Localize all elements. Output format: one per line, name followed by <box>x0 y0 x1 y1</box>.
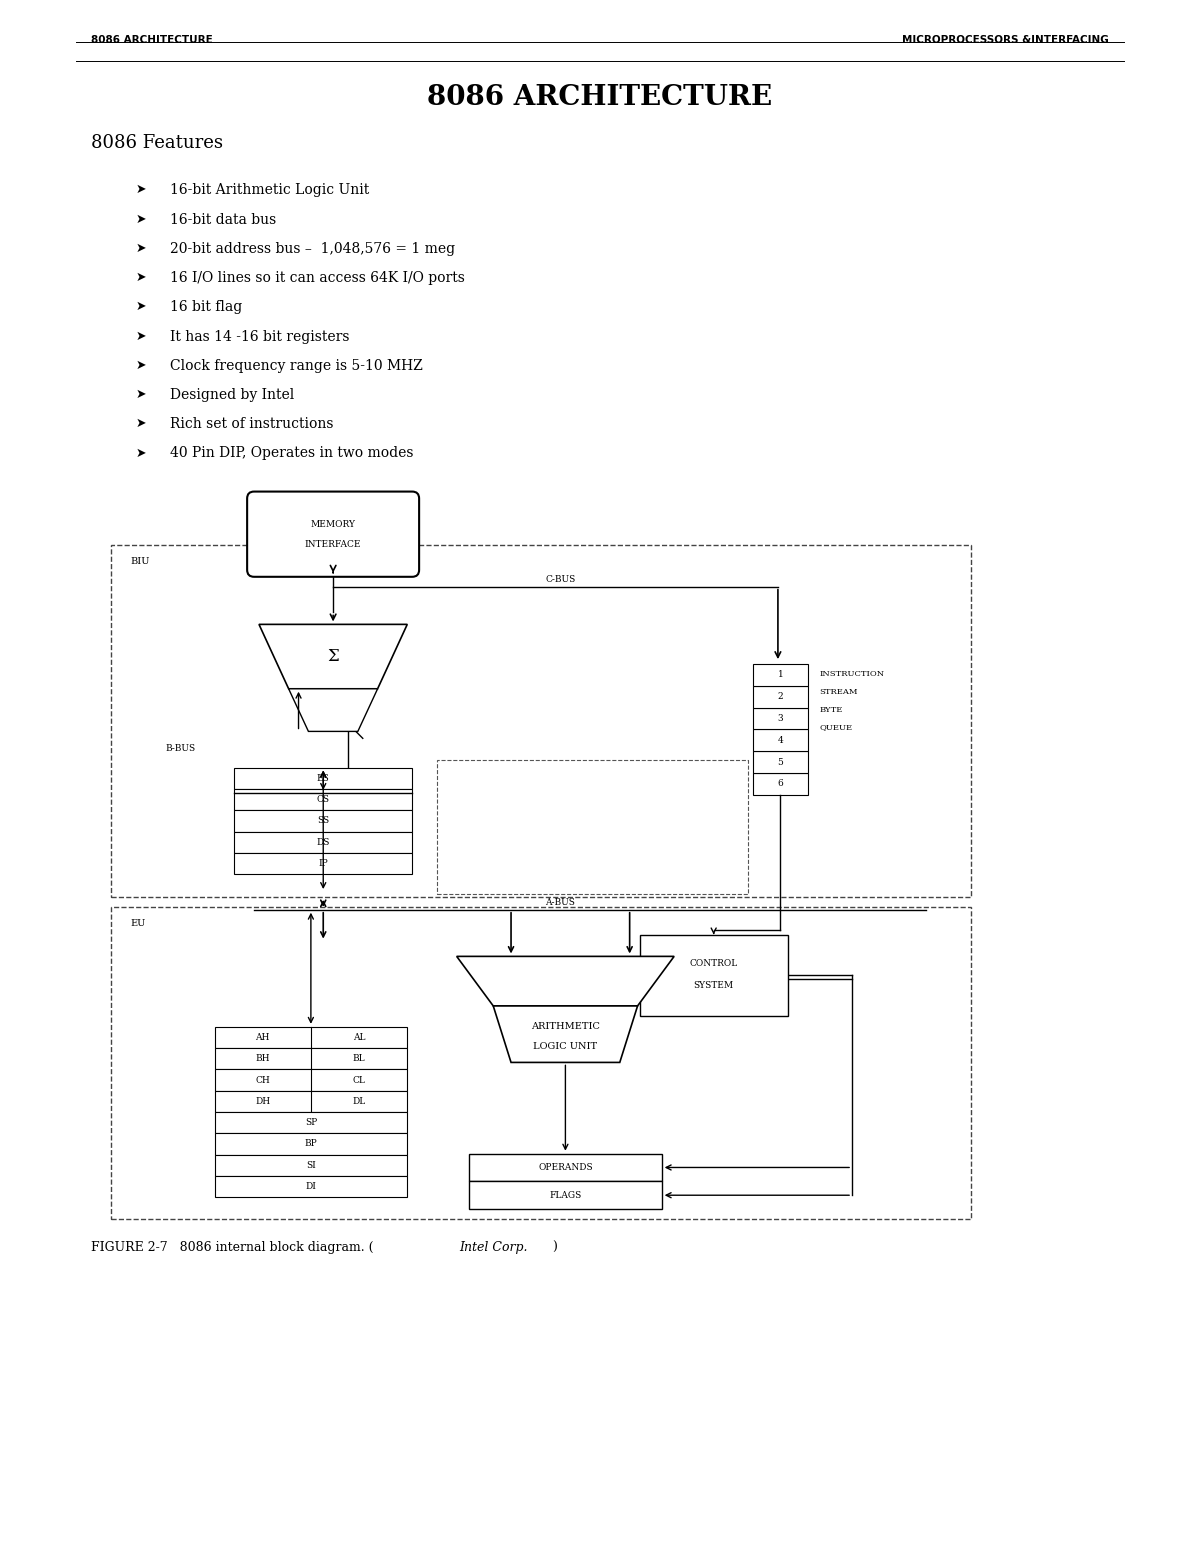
Text: ➤: ➤ <box>136 242 146 255</box>
Text: IP: IP <box>318 859 328 868</box>
Text: 3: 3 <box>778 714 784 724</box>
Text: BP: BP <box>305 1140 317 1148</box>
Bar <box>215 1112 407 1134</box>
Polygon shape <box>289 690 378 731</box>
Bar <box>215 1027 407 1048</box>
Polygon shape <box>259 624 407 690</box>
Text: 16-bit Arithmetic Logic Unit: 16-bit Arithmetic Logic Unit <box>170 183 370 197</box>
Text: 20-bit address bus –  1,048,576 = 1 meg: 20-bit address bus – 1,048,576 = 1 meg <box>170 242 455 256</box>
Text: 8086 ARCHITECTURE: 8086 ARCHITECTURE <box>91 34 212 45</box>
Text: ➤: ➤ <box>136 183 146 196</box>
Bar <box>754 686 808 708</box>
Text: ➤: ➤ <box>136 446 146 460</box>
Text: C-BUS: C-BUS <box>545 575 576 584</box>
Text: BL: BL <box>353 1054 365 1064</box>
Text: 1: 1 <box>778 671 784 679</box>
Text: CH: CH <box>256 1076 270 1084</box>
Bar <box>754 665 808 686</box>
Bar <box>215 1048 407 1070</box>
Text: 5: 5 <box>778 758 784 767</box>
Text: DH: DH <box>256 1096 270 1106</box>
Text: OPERANDS: OPERANDS <box>538 1163 593 1173</box>
Text: DS: DS <box>317 837 330 846</box>
Bar <box>215 1090 407 1112</box>
FancyBboxPatch shape <box>247 492 419 576</box>
Text: B-BUS: B-BUS <box>166 744 196 753</box>
Text: BH: BH <box>256 1054 270 1064</box>
Text: ➤: ➤ <box>136 388 146 401</box>
Bar <box>234 811 412 831</box>
Text: CONTROL: CONTROL <box>690 958 738 968</box>
Text: Σ: Σ <box>328 648 338 665</box>
Bar <box>754 708 808 730</box>
Text: ➤: ➤ <box>136 329 146 343</box>
Bar <box>234 853 412 874</box>
Text: INTERFACE: INTERFACE <box>305 539 361 548</box>
Text: ➤: ➤ <box>136 418 146 430</box>
Text: SS: SS <box>317 817 329 825</box>
Text: SYSTEM: SYSTEM <box>694 980 733 989</box>
Text: Designed by Intel: Designed by Intel <box>170 388 294 402</box>
Text: Clock frequency range is 5-10 MHZ: Clock frequency range is 5-10 MHZ <box>170 359 422 373</box>
Text: ➤: ➤ <box>136 300 146 314</box>
Text: CS: CS <box>317 795 330 804</box>
Text: DL: DL <box>353 1096 366 1106</box>
Text: A-BUS: A-BUS <box>546 898 576 907</box>
Text: QUEUE: QUEUE <box>820 724 852 731</box>
Bar <box>215 1176 407 1197</box>
Text: SP: SP <box>305 1118 317 1127</box>
Text: 16-bit data bus: 16-bit data bus <box>170 213 276 227</box>
Bar <box>437 759 749 895</box>
Text: 16 I/O lines so it can access 64K I/O ports: 16 I/O lines so it can access 64K I/O po… <box>170 272 464 286</box>
Bar <box>215 1070 407 1090</box>
Text: ➤: ➤ <box>136 272 146 284</box>
Text: Rich set of instructions: Rich set of instructions <box>170 418 334 432</box>
Text: 2: 2 <box>778 693 784 702</box>
Bar <box>110 545 971 898</box>
Text: INSTRUCTION: INSTRUCTION <box>820 669 884 679</box>
Text: AH: AH <box>256 1033 270 1042</box>
Bar <box>754 730 808 752</box>
Bar <box>110 907 971 1219</box>
Text: SI: SI <box>306 1160 316 1169</box>
Text: STREAM: STREAM <box>820 688 858 696</box>
Bar <box>234 831 412 853</box>
Text: FLAGS: FLAGS <box>550 1191 582 1200</box>
Bar <box>215 1154 407 1176</box>
Text: 40 Pin DIP, Operates in two modes: 40 Pin DIP, Operates in two modes <box>170 446 414 461</box>
Bar <box>234 767 412 789</box>
Text: BYTE: BYTE <box>820 705 842 714</box>
Bar <box>469 1182 661 1210</box>
Bar <box>215 1134 407 1154</box>
Text: ): ) <box>552 1241 558 1253</box>
Text: ➤: ➤ <box>136 213 146 225</box>
Text: DI: DI <box>306 1182 317 1191</box>
Bar <box>469 1154 661 1182</box>
Polygon shape <box>457 957 674 1006</box>
Text: AL: AL <box>353 1033 365 1042</box>
Bar <box>234 789 412 811</box>
Polygon shape <box>493 1006 637 1062</box>
Text: 8086 ARCHITECTURE: 8086 ARCHITECTURE <box>427 84 773 112</box>
Text: FIGURE 2-7   8086 internal block diagram. (: FIGURE 2-7 8086 internal block diagram. … <box>91 1241 373 1253</box>
Text: 16 bit flag: 16 bit flag <box>170 300 242 314</box>
Bar <box>754 773 808 795</box>
Text: MEMORY: MEMORY <box>311 520 355 528</box>
Text: 8086 Features: 8086 Features <box>91 134 223 152</box>
Bar <box>640 935 788 1016</box>
Text: 4: 4 <box>778 736 784 745</box>
Text: MICROPROCESSORS &INTERFACING: MICROPROCESSORS &INTERFACING <box>902 34 1109 45</box>
Text: CL: CL <box>353 1076 366 1084</box>
Text: Intel Corp.: Intel Corp. <box>460 1241 528 1253</box>
Text: LOGIC UNIT: LOGIC UNIT <box>533 1042 598 1050</box>
Text: BIU: BIU <box>131 558 150 565</box>
Text: EU: EU <box>131 919 146 927</box>
Text: ES: ES <box>317 773 330 783</box>
Text: ARITHMETIC: ARITHMETIC <box>530 1022 600 1031</box>
Text: ➤: ➤ <box>136 359 146 371</box>
Text: 6: 6 <box>778 780 784 789</box>
Bar <box>754 752 808 773</box>
Text: It has 14 -16 bit registers: It has 14 -16 bit registers <box>170 329 349 343</box>
